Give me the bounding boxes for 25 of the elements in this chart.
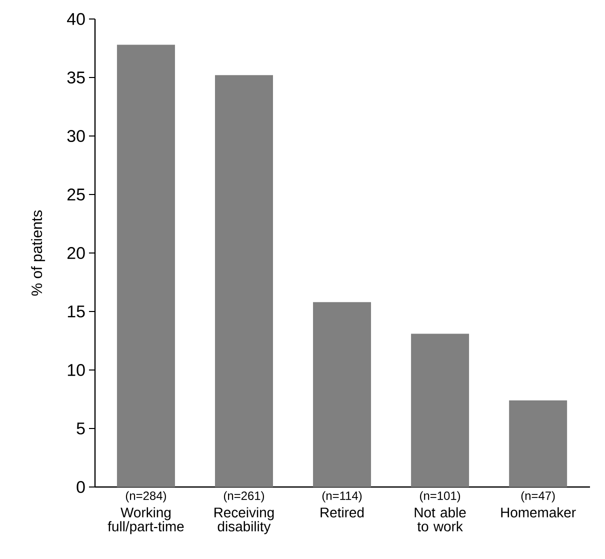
x-tick-label: Receiving disability [214, 507, 274, 534]
text: (n=261) [224, 491, 264, 502]
bar [411, 334, 470, 487]
x-tick-label: Homemaker [501, 507, 576, 518]
bar [509, 400, 568, 487]
text: (n=114) [322, 491, 362, 502]
y-tick-label: 10 [68, 364, 85, 376]
y-tick-label: 40 [67, 13, 85, 25]
bar [313, 302, 372, 487]
y-tick-label: 5 [76, 422, 85, 434]
y-axis-title: % of patients [31, 210, 46, 296]
x-tick-label: Not able to work [414, 507, 466, 532]
x-tick-label: Retired [320, 507, 364, 518]
bar [214, 75, 273, 487]
text: (n=101) [420, 491, 460, 502]
bar [116, 44, 175, 487]
y-tick-label: 35 [67, 72, 85, 84]
y-tick-label: 20 [68, 247, 85, 259]
text: (n=47) [521, 491, 555, 502]
y-tick-label: 30 [67, 130, 85, 142]
y-tick-label: 25 [68, 188, 85, 200]
text: (n=284) [126, 491, 166, 502]
y-tick-label: 15 [68, 306, 85, 318]
y-tick-label: 0 [76, 481, 85, 493]
x-tick-label: Working full/part-time [108, 507, 184, 534]
